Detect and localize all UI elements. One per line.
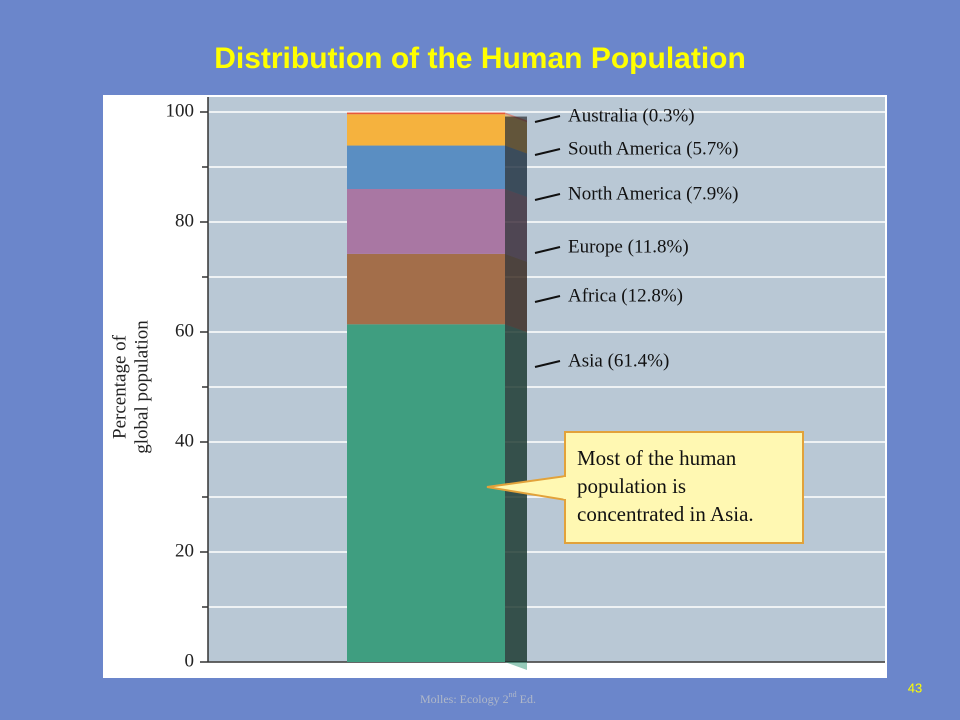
annotation-text: population is — [577, 474, 686, 498]
footer-sup: nd — [509, 690, 517, 699]
y-tick-label: 20 — [175, 540, 194, 561]
y-tick-label: 100 — [166, 100, 195, 121]
annotation-text: concentrated in Asia. — [577, 502, 754, 526]
leader-line — [534, 246, 561, 254]
bar-segment — [347, 114, 505, 146]
y-tick-label: 40 — [175, 430, 194, 451]
leader-line — [534, 360, 561, 368]
footer-text: Ed. — [517, 692, 536, 706]
legend-label: Asia (61.4%) — [568, 350, 669, 371]
y-axis-label: Percentage of — [109, 334, 130, 439]
legend-label: North America (7.9%) — [568, 183, 738, 204]
y-axis-label: global population — [131, 320, 152, 454]
bar-segment — [347, 253, 505, 325]
bar-segment — [347, 189, 505, 254]
page-number: 43 — [908, 680, 922, 695]
leader-line — [534, 115, 561, 123]
slide-title: Distribution of the Human Population — [214, 42, 746, 75]
annotation-text: Most of the human — [577, 446, 737, 470]
bar-segment — [347, 324, 505, 662]
bar-shadow — [505, 116, 527, 663]
y-tick-label: 80 — [175, 210, 194, 231]
legend-label: Australia (0.3%) — [568, 105, 695, 126]
footer-text: Molles: Ecology 2 — [420, 692, 509, 706]
bar-segment — [347, 145, 505, 189]
legend-label: South America (5.7%) — [568, 138, 738, 159]
callout-box — [564, 431, 804, 544]
leader-line — [534, 148, 561, 156]
footer: Molles: Ecology 2nd Ed. — [420, 690, 536, 705]
leader-line — [534, 193, 561, 201]
leader-line — [534, 295, 561, 303]
y-tick-label: 60 — [175, 320, 194, 341]
legend-label: Europe (11.8%) — [568, 236, 689, 257]
y-tick-label: 0 — [185, 650, 195, 671]
legend-label: Africa (12.8%) — [568, 285, 683, 306]
bar-segment — [347, 112, 505, 115]
plot-area — [208, 97, 885, 662]
plot: 0 20 40 60 80 100 Percentage of global populati… — [109, 97, 885, 671]
